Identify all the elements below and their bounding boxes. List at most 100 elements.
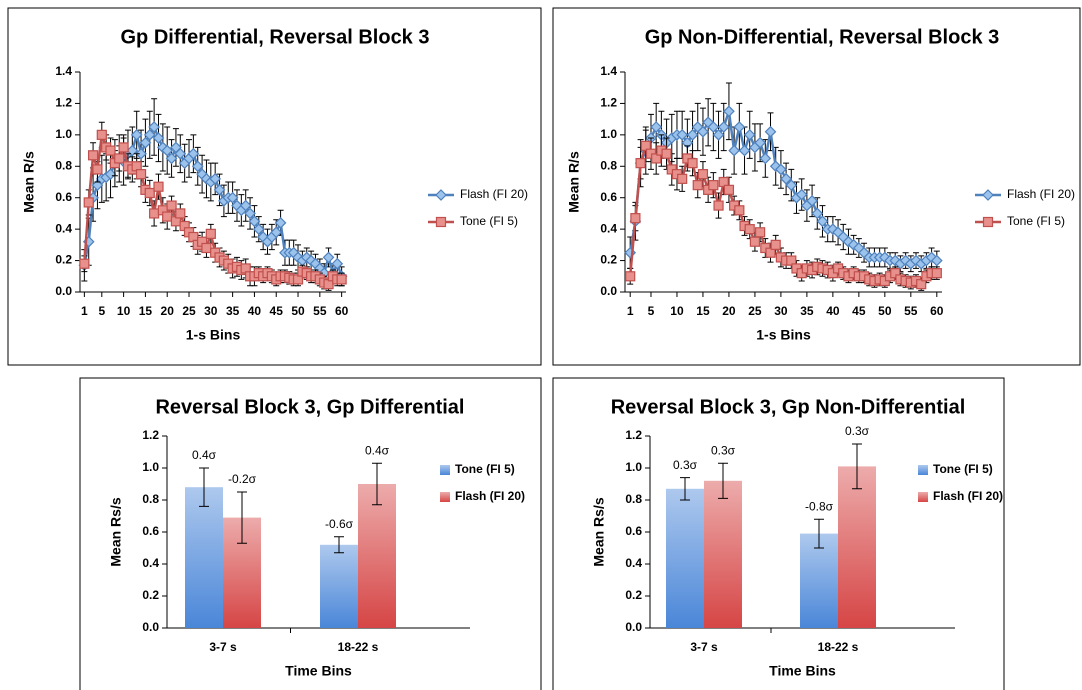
data-point [733,121,746,133]
data-point [890,268,901,279]
data-point [916,279,927,290]
error-bar [814,518,824,549]
x-tick-label: 40 [826,304,840,318]
data-point [96,129,107,140]
data-point [104,168,117,180]
data-point [226,191,239,204]
effect-size-label: 0.4σ [192,448,217,462]
x-tick-label: 35 [800,304,814,318]
y-tick-label: 0.4 [142,556,159,570]
data-point [152,132,165,144]
x-tick-label: 50 [291,304,305,318]
data-point [697,125,709,138]
y-tick-label: 1.0 [142,460,159,474]
data-point [239,199,252,212]
error-bar [372,462,382,506]
legend-label: Tone (FI 5) [1007,214,1065,228]
data-point [130,129,143,141]
x-axis-title: Time Bins [285,663,352,679]
legend-marker [435,189,447,201]
panel-frame [552,377,1005,690]
data-point [270,226,283,239]
effect-size-label: 0.3σ [845,424,870,438]
data-point [847,239,860,251]
data-point [811,207,824,220]
x-axis-title: 1-s Bins [186,327,241,343]
y-axis-title: Mean Rs/s [591,497,607,566]
x-tick-label: 40 [248,304,262,318]
data-point [743,129,756,141]
y-tick-label: 1.4 [600,64,617,78]
y-tick-label: 1.0 [625,460,642,474]
error-bar [237,491,247,544]
data-point [775,163,787,176]
x-tick-label: 10 [117,304,131,318]
effect-size-label: -0.6σ [325,517,354,531]
panel-frame [79,377,542,690]
x-tick-label: 50 [878,304,892,318]
data-point [244,207,256,220]
data-point [201,242,212,254]
y-tick-label: 0.6 [142,524,159,538]
bar [838,466,876,628]
y-tick-label: 0.6 [625,524,642,538]
data-point [144,187,155,199]
y-tick-label: 1.0 [600,127,617,141]
data-point [274,217,287,229]
data-point [723,184,735,195]
chart-title: Reversal Block 3, Gp Differential [155,396,464,418]
y-tick-label: 0.4 [55,221,72,235]
y-tick-label: 0.0 [55,284,72,298]
data-point [625,271,636,282]
effect-size-label: 0.4σ [365,443,390,457]
data-point [118,142,129,153]
error-bar [199,467,209,507]
y-tick-label: 0.0 [600,284,617,298]
y-axis-title: Mean Rs/s [108,497,124,566]
error-bar [680,477,690,501]
data-point [723,105,735,118]
legend-label: Tone (FI 5) [460,214,518,228]
data-point [755,227,766,238]
data-point [79,258,90,269]
x-tick-label: 55 [904,304,918,318]
x-tick-label: 45 [852,304,866,318]
bar [185,487,223,628]
x-tick-label: 18-22 s [818,640,859,654]
legend-marker [982,216,994,228]
data-point [635,158,646,169]
data-point [754,136,766,149]
data-point [718,176,729,188]
data-point [139,136,152,149]
data-point [744,224,755,235]
data-point [153,181,164,192]
bar [800,533,838,628]
y-tick-label: 0.2 [55,253,72,267]
chart-title: Reversal Block 3, Gp Non-Differential [611,396,966,418]
legend-swatch [918,492,928,502]
x-tick-label: 3-7 s [209,640,237,654]
data-point [759,152,772,165]
x-tick-label: 3-7 s [690,640,718,654]
x-tick-label: 60 [930,304,944,318]
legend-marker [435,216,447,228]
legend-swatch [440,492,450,502]
data-point [713,200,724,211]
chart-title: Gp Non-Differential, Reversal Block 3 [645,26,1000,48]
legend-swatch [440,465,450,475]
y-axis-title: Mean R/s [566,151,582,213]
x-tick-label: 1 [81,304,88,318]
x-tick-label: 55 [313,304,327,318]
x-tick-label: 5 [648,304,655,318]
data-point [692,180,703,191]
x-tick-label: 30 [204,304,218,318]
data-point [786,255,797,266]
y-tick-label: 1.2 [55,96,72,110]
data-point [827,223,839,235]
data-point [785,179,798,191]
y-tick-label: 0.8 [55,158,72,172]
x-tick-label: 45 [270,304,284,318]
data-point [630,213,641,224]
effect-size-label: -0.8σ [805,499,834,513]
